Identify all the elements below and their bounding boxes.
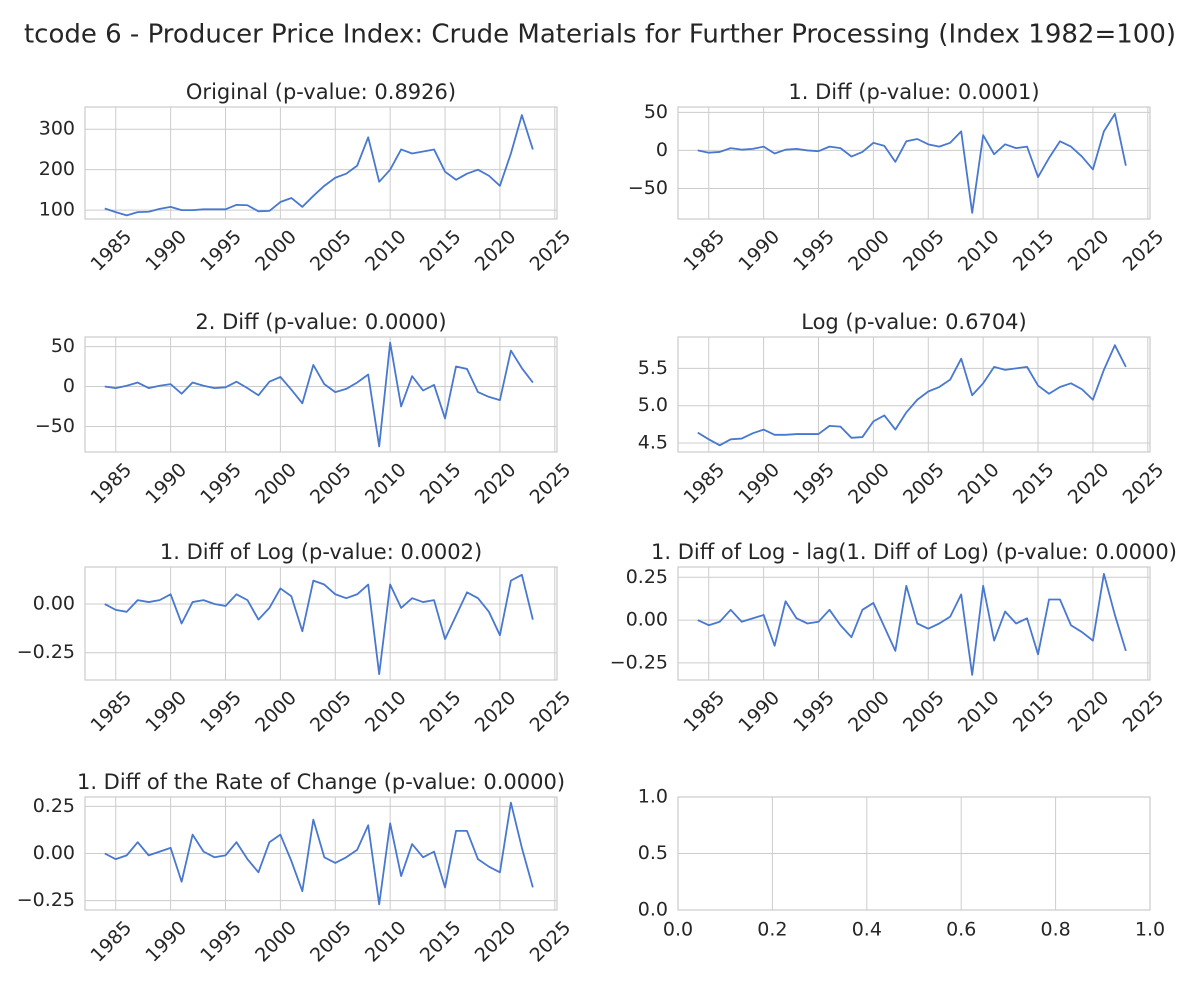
subplot-title: Original (p-value: 0.8926) [186, 80, 456, 104]
x-tick-label: 0.8 [1040, 919, 1070, 941]
y-tick-label: 5.0 [638, 394, 668, 416]
series-line [104, 114, 534, 217]
y-tick-label: 0 [63, 375, 75, 397]
y-tick-label: 0.0 [638, 899, 668, 921]
axes-frame [84, 336, 558, 453]
x-tick-label: 0.6 [946, 919, 976, 941]
y-tick-label: 4.5 [638, 432, 668, 454]
subplot-title: 1. Diff of Log - lag(1. Diff of Log) (p-… [651, 540, 1177, 564]
series-line [697, 344, 1127, 447]
subplot-title: Log (p-value: 0.6704) [801, 310, 1027, 334]
y-tick-label: −50 [628, 177, 668, 199]
subplot-title: 1. Diff of Log (p-value: 0.0002) [160, 540, 482, 564]
y-tick-label: 0.00 [33, 842, 75, 864]
y-tick-label: 100 [39, 199, 75, 221]
axes-frame [677, 336, 1151, 453]
series-line [697, 572, 1127, 676]
axes-frame [677, 566, 1151, 681]
series-line [104, 573, 534, 676]
figure-title: tcode 6 - Producer Price Index: Crude Ma… [24, 20, 1176, 50]
y-tick-label: 300 [39, 118, 75, 140]
y-tick-label: −0.25 [17, 641, 75, 663]
y-tick-label: 0.25 [626, 566, 668, 588]
axes-frame [677, 796, 1151, 911]
axes-frame [84, 796, 558, 911]
subplot-title: 2. Diff (p-value: 0.0000) [195, 310, 446, 334]
y-tick-label: 0 [656, 139, 668, 161]
y-tick-label: 50 [51, 335, 75, 357]
subplot-title: 1. Diff (p-value: 0.0001) [788, 80, 1039, 104]
axes-frame [84, 106, 558, 220]
series-line [697, 112, 1127, 214]
axes-frame [677, 106, 1151, 220]
y-tick-label: 0.5 [638, 842, 668, 864]
y-tick-label: −0.25 [610, 651, 668, 673]
x-tick-label: 0.2 [757, 919, 787, 941]
series-line [104, 801, 534, 906]
y-tick-label: 200 [39, 158, 75, 180]
axes-frame [84, 566, 558, 681]
x-tick-label: 0.4 [852, 919, 882, 941]
y-tick-label: 50 [644, 101, 668, 123]
y-tick-label: 5.5 [638, 357, 668, 379]
subplot-title: 1. Diff of the Rate of Change (p-value: … [77, 770, 565, 794]
y-tick-label: 0.00 [626, 609, 668, 631]
y-tick-label: −50 [35, 415, 75, 437]
y-tick-label: −0.25 [17, 889, 75, 911]
x-tick-label: 0.0 [663, 919, 693, 941]
series-line [104, 341, 534, 448]
y-tick-label: 1.0 [638, 786, 668, 808]
y-tick-label: 0.00 [33, 593, 75, 615]
x-tick-label: 1.0 [1135, 919, 1165, 941]
y-tick-label: 0.25 [33, 795, 75, 817]
